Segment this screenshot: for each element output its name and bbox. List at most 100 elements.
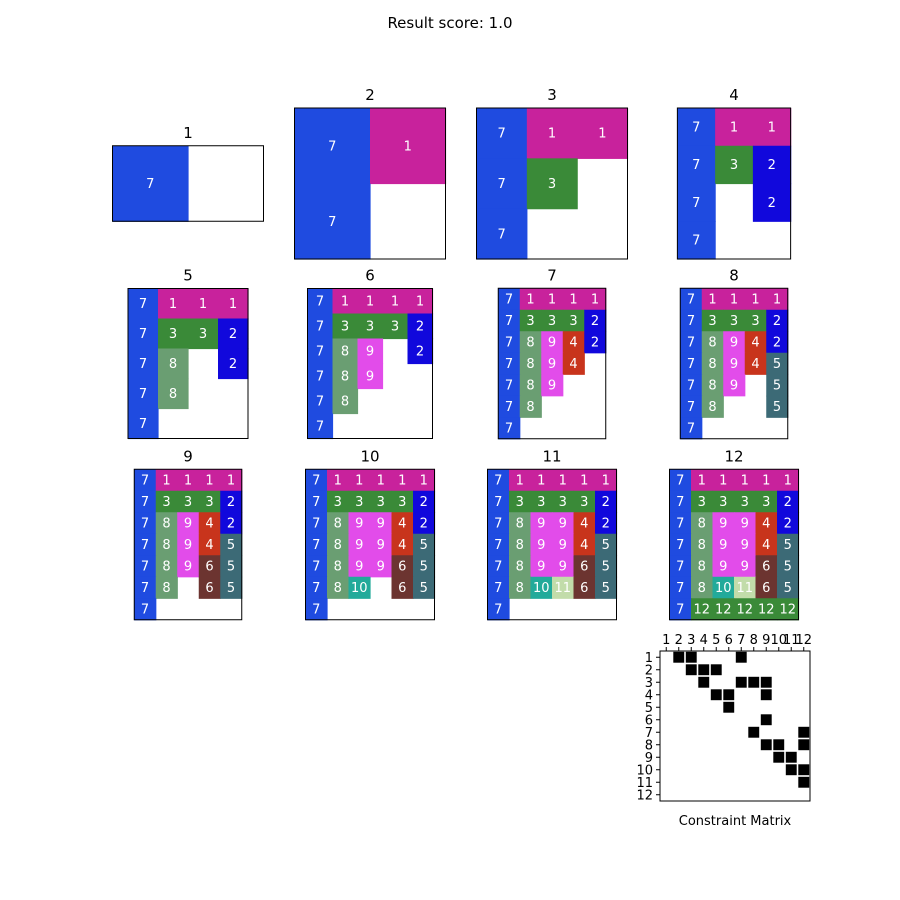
cell-label: 7 [494,474,502,489]
cell-label: 4 [580,517,588,532]
cell-label: 8 [169,357,177,372]
cell-label: 3 [569,314,577,329]
cell-label: 9 [741,538,749,553]
cell-label: 1 [559,474,567,489]
grid-cell [188,318,219,350]
grid-cell [128,408,159,440]
grid-cell [755,469,778,492]
cell-label: 7 [505,314,513,329]
grid-cell [680,417,703,440]
grid-cell [691,490,714,513]
grid-cell [198,533,221,556]
cell-label: 9 [366,345,374,360]
cell-label: 3 [516,495,524,510]
cell-label: 8 [698,560,706,575]
cell-label: 5 [773,400,781,415]
grid-cell [307,313,334,340]
cell-label: 7 [687,357,695,372]
grid-cell [327,512,350,535]
cell-label: 8 [516,581,524,596]
grid-cell [766,331,789,354]
cell-label: 3 [377,495,385,510]
grid-cell [327,576,350,599]
grid-cell [691,469,714,492]
grid-cell [677,221,716,260]
cell-label: 2 [784,495,792,510]
panel-title: 3 [547,86,557,104]
matrix-mark [685,664,697,676]
cell-label: 1 [355,474,363,489]
grid-cell [526,158,578,210]
cell-label: 1 [537,474,545,489]
grid-cell [155,512,178,535]
grid-cell [669,533,692,556]
grid-cell [595,576,618,599]
cell-label: 9 [730,336,738,351]
grid-cell [777,598,800,621]
grid-cell [669,598,692,621]
grid-border [679,287,789,440]
grid-cell [128,288,159,320]
matrix-mark [760,714,772,726]
cell-label: 3 [355,495,363,510]
cell-label: 8 [516,517,524,532]
cell-label: 2 [773,336,781,351]
grid-cell [734,598,757,621]
cell-label: 7 [505,357,513,372]
cell-label: 7 [316,420,324,435]
grid-cell [218,318,249,350]
cell-label: 5 [420,581,428,596]
grid-panel-7: 77 1 1 1 17 3 3 3 27 8 9 4 27 8 9 47 8 97 87 [497,266,607,440]
cell-label: 7 [139,417,147,432]
cell-label: 9 [548,357,556,372]
grid-cell [541,309,564,332]
grid-panel-3: 37 1 17 37 [476,86,629,260]
cell-label: 7 [312,474,320,489]
cell-label: 7 [676,474,684,489]
grid-cell [391,469,414,492]
cell-label: 1 [548,293,556,308]
panel-title: 6 [365,267,375,285]
cell-label: 7 [139,387,147,402]
grid-cell [476,158,528,210]
grid-cell [476,208,528,260]
cell-label: 11 [554,581,571,596]
cell-label: 10 [351,581,368,596]
cell-label: 9 [537,560,545,575]
cell-label: 4 [762,538,770,553]
grid-cell [128,348,159,380]
cell-label: 6 [205,581,213,596]
cell-label: 9 [548,379,556,394]
grid-border [497,287,607,440]
grid-cell [305,490,328,513]
grid-cell [712,598,735,621]
cell-label: 2 [227,495,235,510]
grid-cell [128,378,159,410]
grid-cell [294,108,371,185]
grid-cell [755,598,778,621]
cell-label: 7 [312,560,320,575]
grid-cell [691,555,714,578]
grid-cell [134,598,157,621]
cell-label: 7 [312,495,320,510]
grid-border [127,288,249,439]
grid-cell [734,555,757,578]
grid-cell [752,108,792,147]
cell-label: 7 [505,336,513,351]
cell-label: 3 [730,314,738,329]
cell-label: 8 [708,379,716,394]
grid-cell [519,352,542,375]
cell-label: 1 [598,127,606,142]
grid-cell [220,512,243,535]
grid-border [294,107,446,260]
grid-cell [220,555,243,578]
cell-label: 8 [341,345,349,360]
cell-label: 7 [687,400,695,415]
matrix-mark [798,764,810,776]
cell-label: 2 [773,314,781,329]
grid-cell [755,490,778,513]
cell-label: 7 [505,293,513,308]
cell-label: 7 [494,495,502,510]
cell-label: 3 [366,320,374,335]
x-tick-label: 11 [783,633,800,648]
